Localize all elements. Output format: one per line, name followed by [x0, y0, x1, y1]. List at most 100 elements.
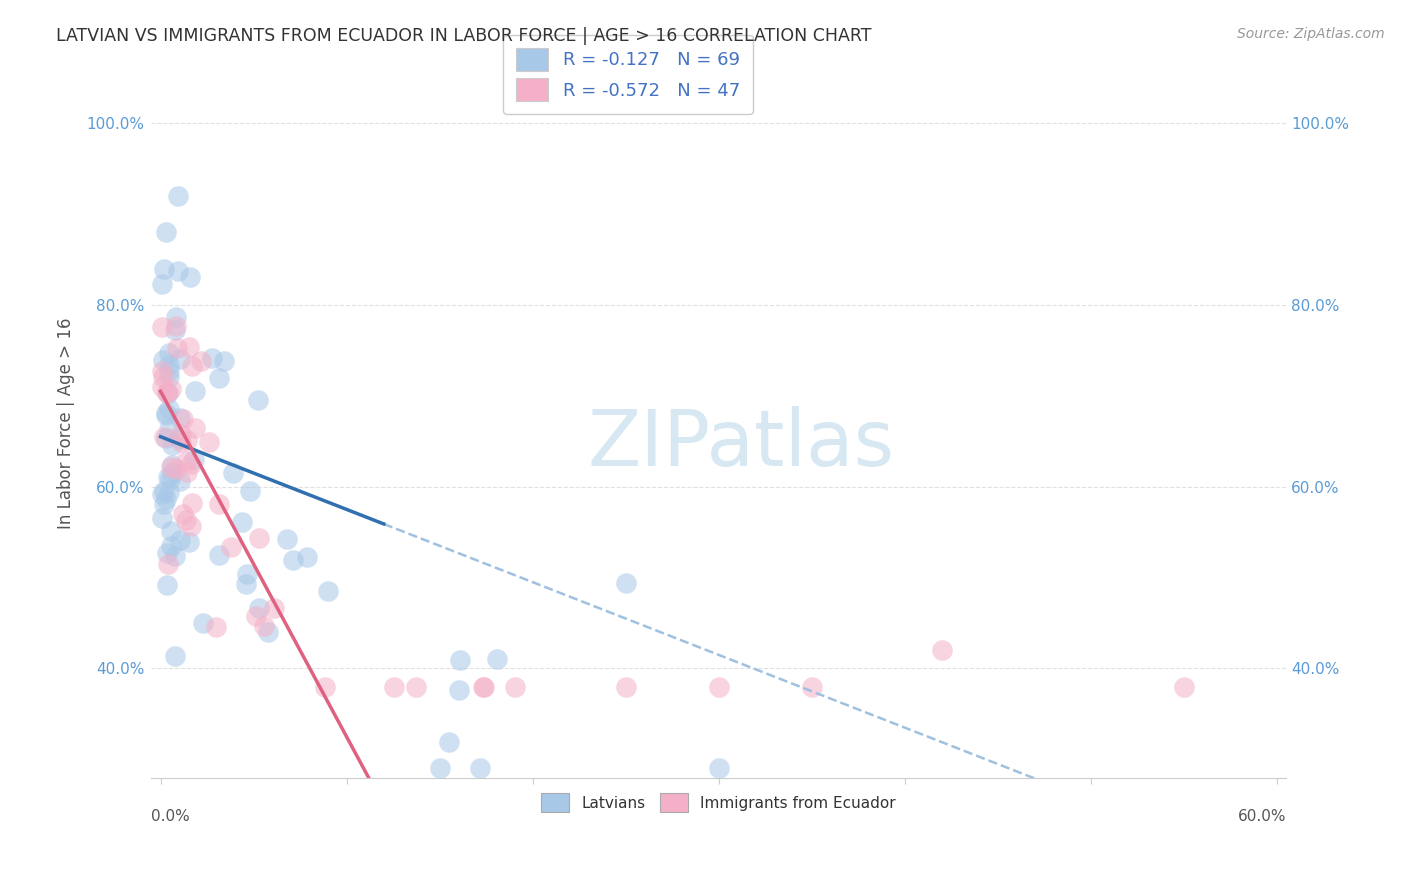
Point	[281, 552, 304, 566]
Point	[177, 340, 200, 354]
Point	[201, 351, 224, 365]
Text: 60.0%: 60.0%	[1237, 809, 1286, 824]
Point	[157, 484, 180, 499]
Point	[314, 680, 336, 694]
Point	[152, 353, 174, 368]
Point	[165, 649, 187, 664]
Point	[231, 515, 253, 529]
Point	[172, 507, 194, 521]
Point	[316, 584, 339, 599]
Point	[157, 358, 180, 372]
Point	[235, 577, 257, 591]
Point	[193, 615, 215, 630]
Point	[156, 386, 179, 401]
Point	[207, 497, 229, 511]
Point	[166, 341, 188, 355]
Point	[152, 510, 174, 524]
Point	[437, 735, 460, 749]
Point	[208, 371, 231, 385]
Point	[707, 680, 730, 694]
Point	[157, 345, 180, 359]
Point	[157, 402, 180, 417]
Point	[222, 467, 245, 481]
Point	[156, 384, 179, 399]
Point	[212, 353, 235, 368]
Point	[165, 318, 187, 333]
Text: LATVIAN VS IMMIGRANTS FROM ECUADOR IN LABOR FORCE | AGE > 16 CORRELATION CHART: LATVIAN VS IMMIGRANTS FROM ECUADOR IN LA…	[56, 27, 872, 45]
Point	[208, 548, 231, 562]
Point	[177, 535, 200, 549]
Point	[180, 519, 202, 533]
Point	[155, 408, 177, 422]
Point	[180, 359, 202, 373]
Point	[1173, 680, 1195, 694]
Point	[246, 392, 269, 407]
Point	[157, 385, 180, 400]
Point	[160, 466, 183, 480]
Point	[176, 434, 198, 448]
Point	[245, 608, 267, 623]
Point	[169, 351, 191, 366]
Point	[503, 680, 526, 694]
Point	[179, 457, 201, 471]
Point	[170, 427, 193, 442]
Point	[184, 384, 207, 398]
Point	[167, 188, 190, 202]
Point	[155, 225, 177, 239]
Point	[247, 601, 270, 615]
Point	[152, 319, 174, 334]
Point	[253, 619, 276, 633]
Point	[276, 532, 298, 546]
Point	[800, 680, 823, 694]
Point	[181, 496, 204, 510]
Point	[169, 533, 191, 548]
Point	[205, 619, 228, 633]
Point	[159, 524, 181, 538]
Point	[166, 264, 188, 278]
Point	[160, 540, 183, 554]
Point	[156, 578, 179, 592]
Point	[472, 680, 495, 694]
Point	[297, 550, 319, 565]
Point	[614, 575, 637, 590]
Point	[468, 762, 491, 776]
Point	[155, 431, 177, 445]
Point	[263, 601, 285, 615]
Point	[172, 412, 194, 426]
Point	[153, 261, 176, 276]
Point	[165, 310, 187, 325]
Text: 0.0%: 0.0%	[152, 809, 190, 824]
Point	[152, 364, 174, 378]
Point	[183, 421, 205, 435]
Point	[198, 435, 221, 450]
Point	[152, 277, 174, 291]
Point	[257, 624, 280, 639]
Point	[152, 380, 174, 394]
Point	[471, 680, 494, 694]
Point	[447, 683, 470, 698]
Point	[152, 369, 174, 384]
Point	[183, 452, 205, 467]
Point	[157, 557, 180, 571]
Point	[221, 540, 243, 554]
Point	[165, 549, 187, 564]
Point	[163, 322, 186, 336]
Point	[176, 465, 198, 479]
Y-axis label: In Labor Force | Age > 16: In Labor Force | Age > 16	[58, 318, 75, 529]
Point	[159, 472, 181, 486]
Point	[382, 680, 405, 694]
Point	[165, 462, 187, 476]
Point	[176, 454, 198, 468]
Point	[169, 410, 191, 425]
Point	[156, 546, 179, 560]
Point	[160, 460, 183, 475]
Point	[170, 435, 193, 450]
Point	[152, 487, 174, 501]
Point	[176, 513, 198, 527]
Point	[486, 652, 509, 666]
Point	[162, 438, 184, 452]
Point	[239, 483, 262, 498]
Point	[405, 680, 427, 694]
Point	[931, 643, 953, 657]
Point	[169, 431, 191, 445]
